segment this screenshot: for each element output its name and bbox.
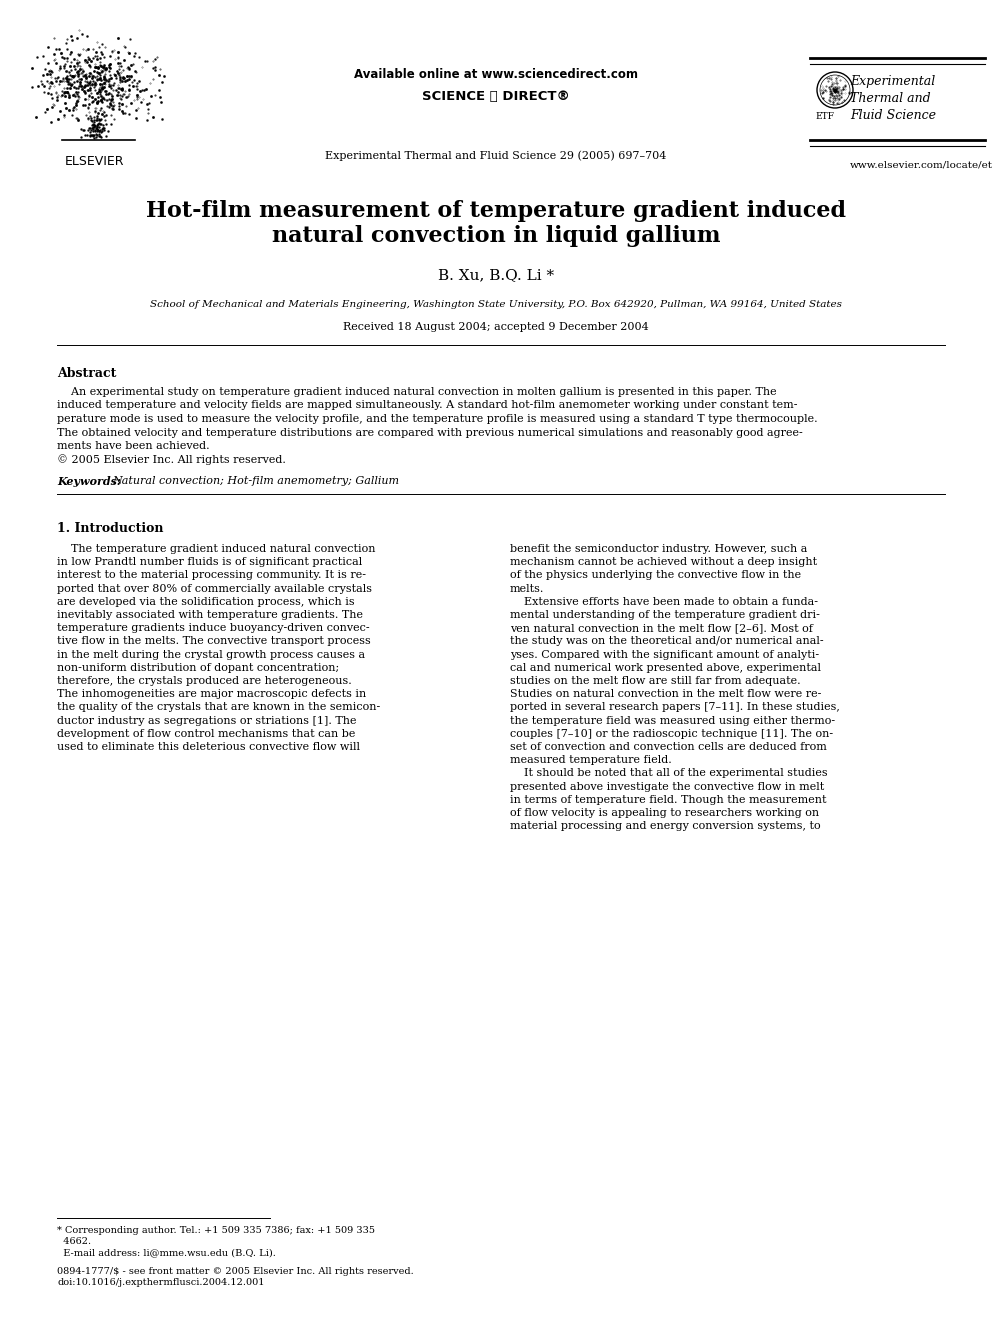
- Text: development of flow control mechanisms that can be: development of flow control mechanisms t…: [57, 729, 355, 738]
- Text: The obtained velocity and temperature distributions are compared with previous n: The obtained velocity and temperature di…: [57, 427, 803, 438]
- Text: the study was on the theoretical and/or numerical anal-: the study was on the theoretical and/or …: [510, 636, 823, 647]
- Text: cal and numerical work presented above, experimental: cal and numerical work presented above, …: [510, 663, 821, 673]
- Text: © 2005 Elsevier Inc. All rights reserved.: © 2005 Elsevier Inc. All rights reserved…: [57, 455, 286, 466]
- Text: SCIENCE ⓓ DIRECT®: SCIENCE ⓓ DIRECT®: [422, 90, 570, 103]
- Text: presented above investigate the convective flow in melt: presented above investigate the convecti…: [510, 782, 824, 791]
- Text: couples [7–10] or the radioscopic technique [11]. The on-: couples [7–10] or the radioscopic techni…: [510, 729, 833, 738]
- Text: inevitably associated with temperature gradients. The: inevitably associated with temperature g…: [57, 610, 363, 620]
- Text: Fluid Science: Fluid Science: [850, 108, 936, 122]
- Text: studies on the melt flow are still far from adequate.: studies on the melt flow are still far f…: [510, 676, 801, 687]
- Text: ported in several research papers [7–11]. In these studies,: ported in several research papers [7–11]…: [510, 703, 840, 712]
- Text: induced temperature and velocity fields are mapped simultaneously. A standard ho: induced temperature and velocity fields …: [57, 401, 798, 410]
- Text: 4662.: 4662.: [57, 1237, 91, 1246]
- Text: tive flow in the melts. The convective transport process: tive flow in the melts. The convective t…: [57, 636, 371, 647]
- Text: are developed via the solidification process, which is: are developed via the solidification pro…: [57, 597, 354, 607]
- Text: Experimental Thermal and Fluid Science 29 (2005) 697–704: Experimental Thermal and Fluid Science 2…: [325, 149, 667, 160]
- Text: The inhomogeneities are major macroscopic defects in: The inhomogeneities are major macroscopi…: [57, 689, 366, 699]
- Text: B. Xu, B.Q. Li *: B. Xu, B.Q. Li *: [437, 269, 555, 282]
- Text: interest to the material processing community. It is re-: interest to the material processing comm…: [57, 570, 366, 581]
- Text: Abstract: Abstract: [57, 366, 116, 380]
- Text: mental understanding of the temperature gradient dri-: mental understanding of the temperature …: [510, 610, 819, 620]
- Text: natural convection in liquid gallium: natural convection in liquid gallium: [272, 225, 720, 247]
- Text: An experimental study on temperature gradient induced natural convection in molt: An experimental study on temperature gra…: [57, 388, 777, 397]
- Text: melts.: melts.: [510, 583, 545, 594]
- Text: ments have been achieved.: ments have been achieved.: [57, 441, 209, 451]
- Text: Natural convection; Hot-film anemometry; Gallium: Natural convection; Hot-film anemometry;…: [112, 476, 399, 486]
- Text: Experimental: Experimental: [850, 75, 935, 89]
- Text: Available online at www.sciencedirect.com: Available online at www.sciencedirect.co…: [354, 67, 638, 81]
- Text: material processing and energy conversion systems, to: material processing and energy conversio…: [510, 822, 820, 831]
- Text: mechanism cannot be achieved without a deep insight: mechanism cannot be achieved without a d…: [510, 557, 817, 568]
- Text: School of Mechanical and Materials Engineering, Washington State University, P.O: School of Mechanical and Materials Engin…: [150, 300, 842, 310]
- Text: yses. Compared with the significant amount of analyti-: yses. Compared with the significant amou…: [510, 650, 819, 660]
- Text: perature mode is used to measure the velocity profile, and the temperature profi: perature mode is used to measure the vel…: [57, 414, 817, 423]
- Text: ported that over 80% of commercially available crystals: ported that over 80% of commercially ava…: [57, 583, 372, 594]
- Text: ven natural convection in the melt flow [2–6]. Most of: ven natural convection in the melt flow …: [510, 623, 812, 634]
- Text: ductor industry as segregations or striations [1]. The: ductor industry as segregations or stria…: [57, 716, 356, 725]
- Text: non-uniform distribution of dopant concentration;: non-uniform distribution of dopant conce…: [57, 663, 339, 673]
- Text: E-mail address: li@mme.wsu.edu (B.Q. Li).: E-mail address: li@mme.wsu.edu (B.Q. Li)…: [57, 1248, 276, 1257]
- Text: the temperature field was measured using either thermo-: the temperature field was measured using…: [510, 716, 835, 725]
- Text: benefit the semiconductor industry. However, such a: benefit the semiconductor industry. Howe…: [510, 544, 807, 554]
- Text: in low Prandtl number fluids is of significant practical: in low Prandtl number fluids is of signi…: [57, 557, 362, 568]
- Text: ETF: ETF: [815, 112, 834, 120]
- Text: used to eliminate this deleterious convective flow will: used to eliminate this deleterious conve…: [57, 742, 360, 751]
- Text: set of convection and convection cells are deduced from: set of convection and convection cells a…: [510, 742, 827, 751]
- Text: measured temperature field.: measured temperature field.: [510, 755, 672, 765]
- Text: www.elsevier.com/locate/etfs: www.elsevier.com/locate/etfs: [850, 160, 992, 169]
- Text: temperature gradients induce buoyancy-driven convec-: temperature gradients induce buoyancy-dr…: [57, 623, 370, 634]
- Text: Keywords:: Keywords:: [57, 476, 121, 487]
- Text: Received 18 August 2004; accepted 9 December 2004: Received 18 August 2004; accepted 9 Dece…: [343, 321, 649, 332]
- Text: Thermal and: Thermal and: [850, 93, 930, 105]
- Text: in the melt during the crystal growth process causes a: in the melt during the crystal growth pr…: [57, 650, 365, 660]
- Text: of flow velocity is appealing to researchers working on: of flow velocity is appealing to researc…: [510, 808, 819, 818]
- Text: It should be noted that all of the experimental studies: It should be noted that all of the exper…: [510, 769, 827, 778]
- Text: Extensive efforts have been made to obtain a funda-: Extensive efforts have been made to obta…: [510, 597, 818, 607]
- Text: The temperature gradient induced natural convection: The temperature gradient induced natural…: [57, 544, 376, 554]
- Text: 1. Introduction: 1. Introduction: [57, 523, 164, 534]
- Text: therefore, the crystals produced are heterogeneous.: therefore, the crystals produced are het…: [57, 676, 352, 687]
- Text: * Corresponding author. Tel.: +1 509 335 7386; fax: +1 509 335: * Corresponding author. Tel.: +1 509 335…: [57, 1226, 375, 1234]
- Text: in terms of temperature field. Though the measurement: in terms of temperature field. Though th…: [510, 795, 826, 804]
- Text: the quality of the crystals that are known in the semicon-: the quality of the crystals that are kno…: [57, 703, 380, 712]
- Text: doi:10.1016/j.expthermflusci.2004.12.001: doi:10.1016/j.expthermflusci.2004.12.001: [57, 1278, 265, 1287]
- Text: of the physics underlying the convective flow in the: of the physics underlying the convective…: [510, 570, 802, 581]
- Text: 0894-1777/$ - see front matter © 2005 Elsevier Inc. All rights reserved.: 0894-1777/$ - see front matter © 2005 El…: [57, 1267, 414, 1275]
- Text: Hot-film measurement of temperature gradient induced: Hot-film measurement of temperature grad…: [146, 200, 846, 222]
- Text: ELSEVIER: ELSEVIER: [65, 155, 125, 168]
- Text: Studies on natural convection in the melt flow were re-: Studies on natural convection in the mel…: [510, 689, 821, 699]
